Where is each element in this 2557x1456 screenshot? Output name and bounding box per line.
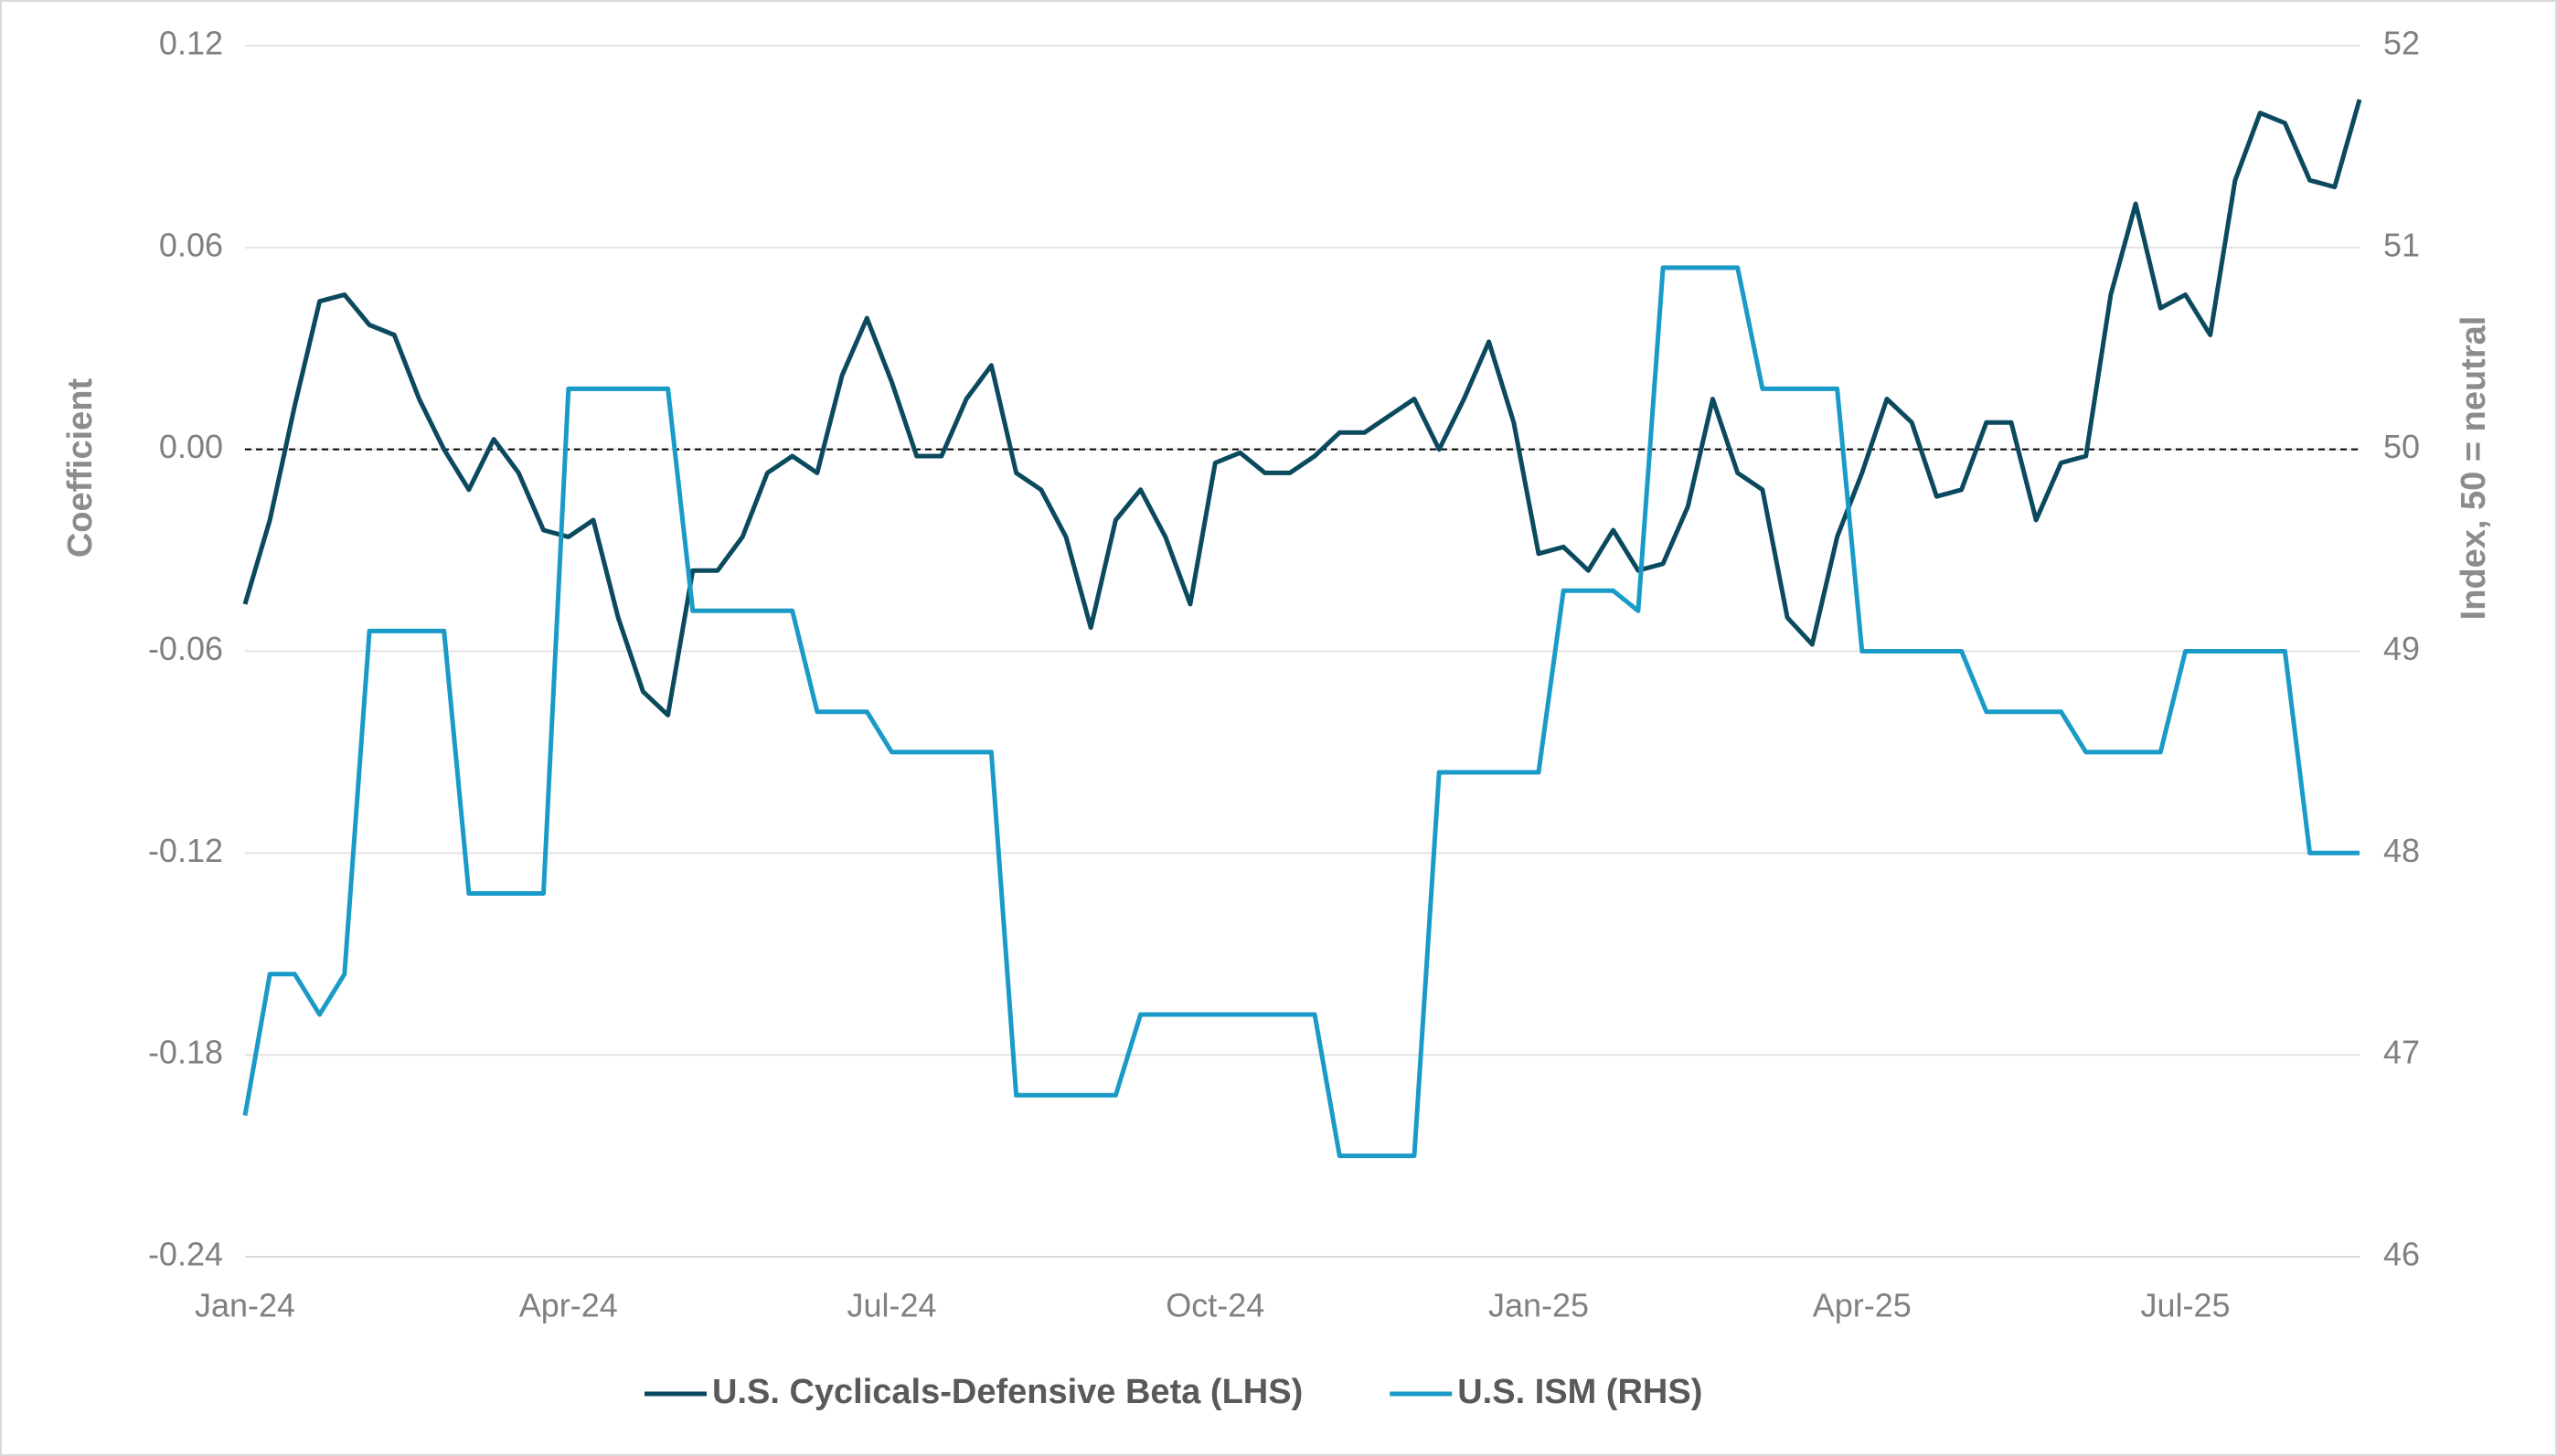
y-tick-label: 0.12 xyxy=(159,25,223,62)
y2-tick-label: 47 xyxy=(2383,1034,2420,1071)
x-tick-label: Jan-24 xyxy=(195,1287,295,1324)
y2-tick-label: 50 xyxy=(2383,428,2420,465)
y-tick-label: -0.24 xyxy=(148,1236,223,1273)
y-tick-label: -0.18 xyxy=(148,1034,223,1071)
y-tick-label: -0.06 xyxy=(148,630,223,667)
y-tick-label: -0.12 xyxy=(148,832,223,869)
y2-tick-label: 49 xyxy=(2383,630,2420,667)
y2-tick-label: 46 xyxy=(2383,1236,2420,1273)
y-axis-title: Coefficient xyxy=(61,377,100,558)
x-tick-label: Oct-24 xyxy=(1166,1287,1264,1324)
x-tick-label: Apr-25 xyxy=(1813,1287,1912,1324)
legend-label: U.S. Cyclicals-Defensive Beta (LHS) xyxy=(712,1373,1303,1411)
y-tick-label: 0.00 xyxy=(159,428,223,465)
x-tick-label: Jul-25 xyxy=(2140,1287,2230,1324)
x-tick-label: Jan-25 xyxy=(1488,1287,1589,1324)
series-line xyxy=(242,265,2360,1159)
x-tick-label: Apr-24 xyxy=(519,1287,618,1324)
legend-label: U.S. ISM (RHS) xyxy=(1457,1373,1702,1411)
y2-tick-label: 51 xyxy=(2383,226,2420,263)
series-line xyxy=(242,99,2362,717)
y2-tick-label: 48 xyxy=(2383,832,2420,869)
y2-tick-label: 52 xyxy=(2383,25,2420,62)
y-tick-label: 0.06 xyxy=(159,226,223,263)
y2-axis-title: Index, 50 = neutral xyxy=(2455,316,2493,621)
x-tick-label: Jul-24 xyxy=(847,1287,936,1324)
